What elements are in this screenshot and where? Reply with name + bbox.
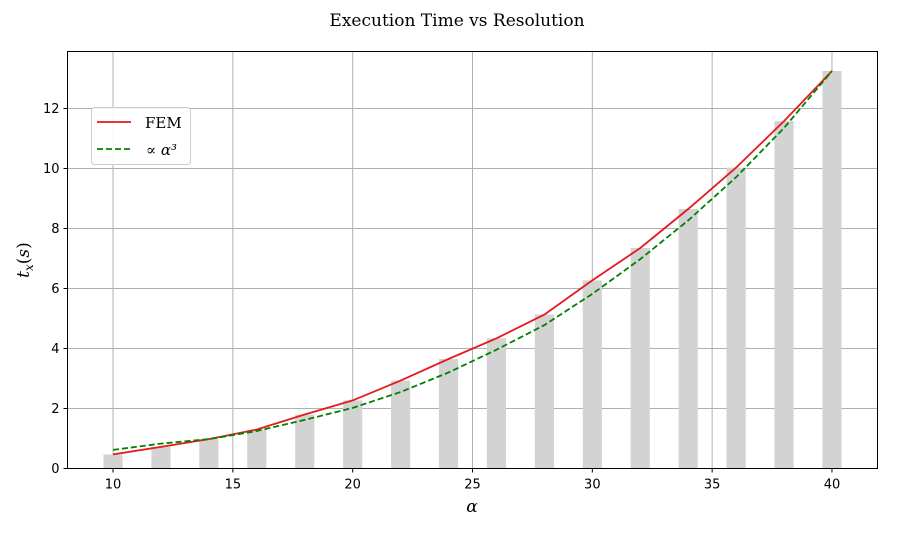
x-tick-label: 10 (105, 478, 122, 493)
bar (343, 400, 363, 469)
x-tick-label: 40 (824, 478, 841, 493)
chart-title: Execution Time vs Resolution (329, 11, 584, 31)
bar (678, 209, 698, 469)
bar (295, 414, 315, 469)
legend-label-fem: FEM (145, 114, 182, 132)
legend-label-alpha-cubed: ∝ α³ (146, 141, 177, 159)
y-tick-label: 12 (43, 102, 60, 117)
bar (726, 167, 746, 469)
bar (630, 248, 650, 469)
y-tick-label: 2 (51, 402, 59, 417)
bar (247, 429, 267, 469)
x-tick-label: 25 (464, 478, 481, 493)
x-tick-label: 30 (584, 478, 601, 493)
bar (534, 314, 554, 469)
series-line-1 (112, 70, 833, 451)
bar (151, 446, 171, 469)
bar (582, 280, 602, 469)
x-tick-label: 15 (225, 478, 242, 493)
bar (438, 359, 459, 469)
bar (199, 439, 219, 469)
x-axis-label: α (466, 497, 478, 517)
bar (774, 121, 794, 469)
bar (391, 380, 411, 469)
bar (103, 454, 123, 469)
legend: FEM ∝ α³ (91, 107, 191, 165)
x-tick-label: 20 (344, 478, 361, 493)
y-tick-label: 10 (43, 162, 60, 177)
y-tick-label: 0 (51, 462, 59, 477)
bar-series (103, 71, 842, 469)
x-axis-ticks: 10 15 20 25 30 35 40 (105, 468, 841, 493)
y-tick-label: 8 (51, 222, 59, 237)
y-axis-ticks: 0 2 4 6 8 10 12 (43, 102, 68, 477)
bar (486, 338, 507, 469)
y-tick-label: 4 (51, 342, 59, 357)
line-series (112, 70, 833, 456)
y-tick-label: 6 (51, 282, 59, 297)
y-axis-label: tx(s) (14, 242, 36, 278)
bar (822, 71, 842, 469)
x-tick-label: 35 (704, 478, 721, 493)
